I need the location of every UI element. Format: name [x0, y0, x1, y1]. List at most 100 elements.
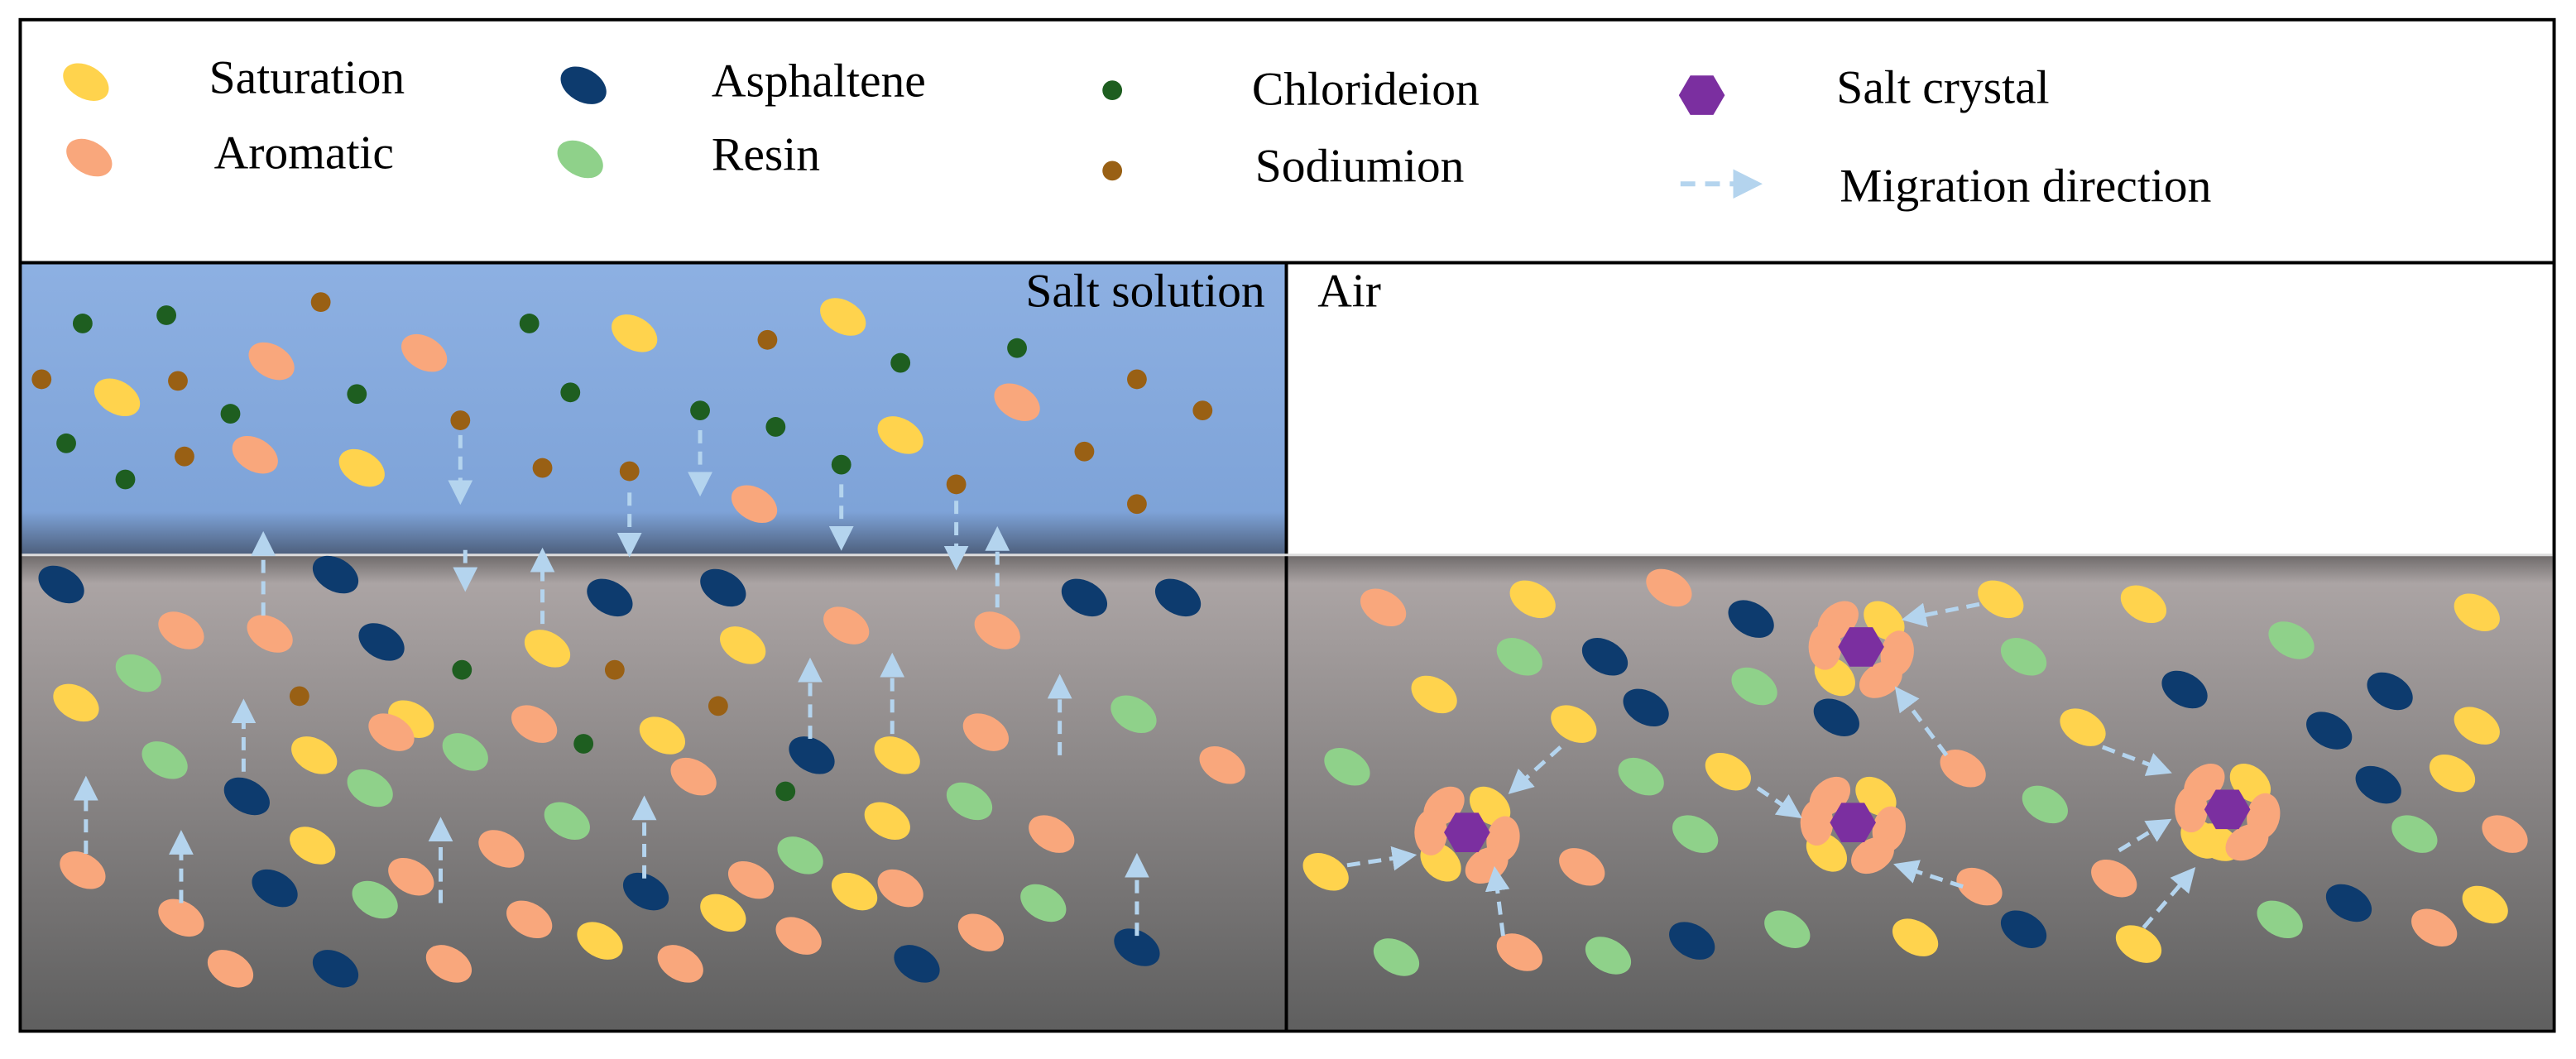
molecule	[506, 900, 553, 939]
molecule	[2454, 707, 2500, 745]
molecule	[1020, 884, 1067, 922]
molecule	[1672, 815, 1719, 853]
ion	[708, 696, 728, 716]
migration-arrow	[1756, 786, 1802, 819]
molecule	[524, 630, 571, 668]
molecule	[1813, 698, 1859, 736]
ion	[289, 686, 309, 707]
molecule	[962, 713, 1009, 751]
molecule	[53, 683, 99, 722]
ion	[220, 404, 241, 424]
molecule	[731, 485, 778, 523]
molecule	[877, 416, 923, 454]
molecule	[347, 769, 393, 807]
panel-label: Salt solution	[1025, 265, 1264, 317]
molecule	[657, 945, 703, 983]
molecule	[2022, 785, 2068, 824]
molecule	[2225, 823, 2269, 861]
legend-label: Migration direction	[1840, 160, 2211, 212]
molecule	[2161, 670, 2208, 709]
molecule	[720, 626, 766, 664]
migration-arrow	[1901, 601, 1980, 627]
molecule	[2391, 815, 2438, 853]
ion	[757, 329, 778, 350]
ion	[168, 371, 188, 391]
molecule	[2429, 754, 2476, 793]
molecule	[368, 713, 415, 751]
legend-label: Saturation	[209, 51, 405, 103]
molecule	[1800, 799, 1834, 846]
molecule	[2115, 925, 2162, 963]
molecule	[1581, 638, 1629, 676]
ion	[831, 454, 851, 475]
molecule	[864, 802, 910, 840]
molecule	[291, 736, 338, 774]
particles	[31, 292, 2528, 988]
molecule	[820, 298, 866, 336]
molecule	[1154, 578, 1202, 617]
panel-label: Air	[1317, 265, 1381, 317]
molecule	[1029, 815, 1075, 853]
molecule	[2175, 786, 2208, 833]
molecule	[1940, 750, 1986, 788]
molecule	[252, 869, 298, 908]
molecule	[1509, 580, 1556, 619]
ion	[690, 400, 710, 421]
molecule	[401, 333, 448, 372]
migration-arrow	[1346, 846, 1418, 871]
molecule	[2355, 765, 2401, 804]
molecule	[158, 611, 204, 649]
migration-arrow	[1485, 865, 1510, 937]
migration-arrow	[2118, 818, 2172, 853]
legend-label: Sodiumion	[1255, 141, 1465, 193]
molecule	[639, 716, 686, 755]
molecule	[425, 945, 473, 983]
ion	[560, 382, 581, 403]
molecule	[158, 898, 204, 937]
legend: Saturation Aromatic Asphaltene Resin Chl…	[63, 51, 2211, 212]
legend-label: Asphaltene	[712, 55, 926, 107]
ion	[347, 384, 367, 405]
molecule	[1764, 910, 1811, 948]
molecule	[358, 623, 405, 661]
molecule	[2000, 910, 2047, 948]
molecule	[1061, 578, 1108, 617]
molecule	[1373, 938, 1420, 976]
molecule	[775, 917, 822, 955]
molecule	[789, 736, 835, 774]
migration-arrow	[1508, 745, 1562, 794]
molecule	[700, 568, 746, 607]
ion	[31, 369, 52, 390]
molecule	[1585, 937, 1632, 975]
molecule	[1669, 922, 1715, 960]
molecule	[142, 741, 188, 779]
molecule	[442, 733, 488, 771]
molecule	[2367, 672, 2413, 711]
molecule	[38, 565, 84, 604]
molecule	[290, 827, 336, 865]
molecule	[577, 922, 623, 960]
molecule	[312, 555, 359, 594]
ion	[56, 433, 76, 453]
molecule	[312, 950, 359, 988]
molecule	[1551, 705, 1597, 743]
ion	[156, 305, 176, 325]
ion	[604, 659, 625, 680]
molecule	[1496, 933, 1542, 971]
ion	[1127, 369, 1147, 390]
ion	[765, 417, 786, 437]
molecule	[2120, 585, 2167, 624]
molecule	[622, 872, 669, 911]
ion	[1074, 441, 1095, 462]
molecule	[946, 782, 993, 821]
molecule	[700, 894, 746, 932]
molecule	[2060, 708, 2106, 746]
molecule	[1731, 667, 1777, 706]
ion	[115, 469, 136, 490]
molecule	[1302, 853, 1349, 891]
molecule	[831, 872, 878, 911]
legend-icon	[560, 66, 607, 104]
molecule	[94, 378, 141, 416]
